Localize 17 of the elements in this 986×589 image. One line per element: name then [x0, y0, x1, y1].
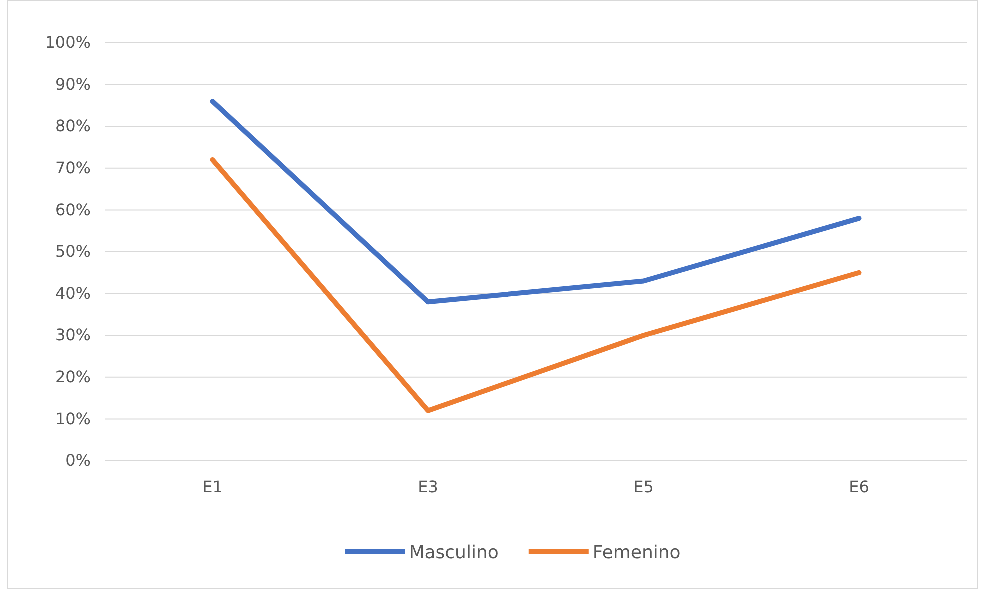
- y-tick-label: 30%: [55, 326, 91, 345]
- y-tick-label: 60%: [55, 200, 91, 220]
- y-tick-label: 50%: [55, 242, 91, 262]
- y-tick-label: 20%: [55, 368, 91, 387]
- x-tick-label: E5: [634, 477, 654, 496]
- y-tick-label: 90%: [55, 74, 91, 94]
- x-tick-label: E1: [202, 477, 223, 496]
- y-tick-label: 100%: [45, 33, 91, 52]
- x-tick-label: E6: [849, 477, 870, 496]
- x-tick-label: E3: [418, 477, 438, 496]
- y-tick-label: 40%: [55, 284, 91, 303]
- legend-label: Femenino: [592, 542, 681, 564]
- y-tick-label: 0%: [66, 451, 91, 470]
- y-tick-label: 10%: [55, 409, 91, 428]
- y-tick-label: 70%: [55, 158, 91, 178]
- y-tick-label: 80%: [55, 116, 91, 136]
- legend-label: Masculino: [409, 542, 499, 564]
